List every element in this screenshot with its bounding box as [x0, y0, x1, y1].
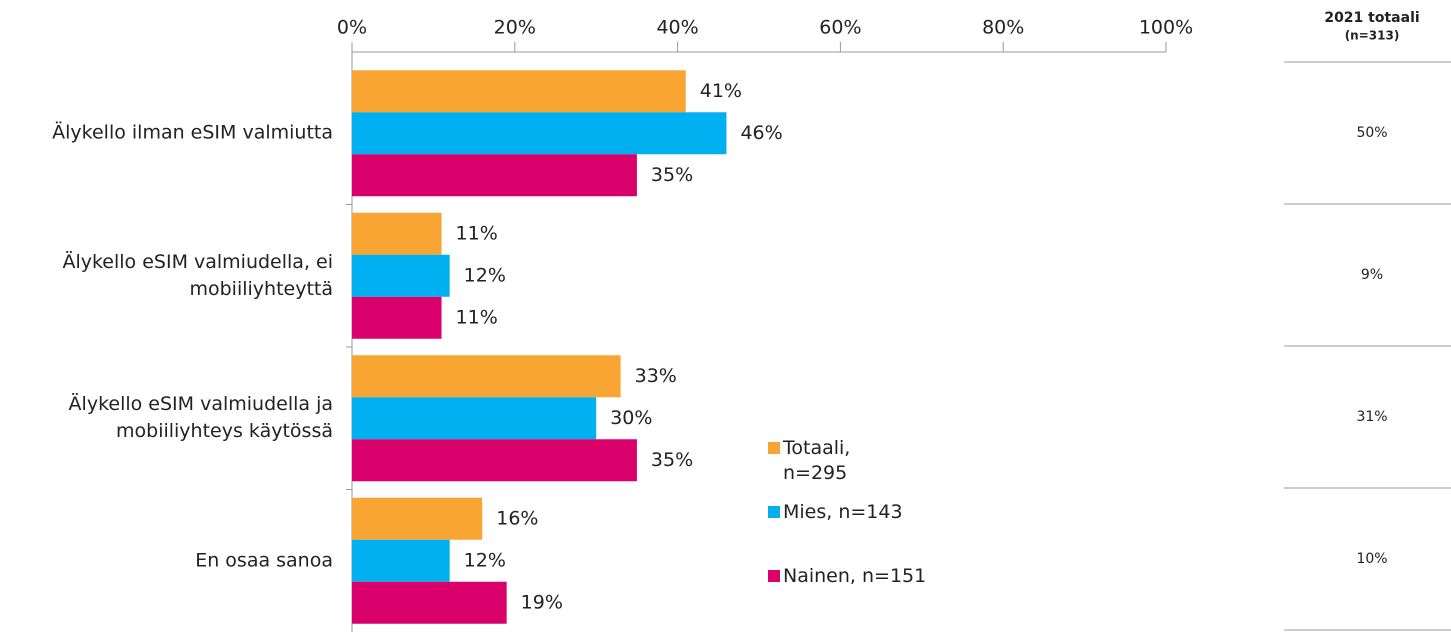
- category-label: Älykello eSIM valmiudella ja mobiiliyhte…: [68, 393, 333, 443]
- bar: [352, 397, 597, 440]
- data-label: 12%: [464, 549, 506, 571]
- data-label: 11%: [456, 222, 498, 244]
- table-subtitle: (n=313): [1345, 29, 1400, 43]
- table-value: 9%: [1361, 267, 1383, 283]
- legend-label: Nainen, n=151: [783, 565, 927, 587]
- data-label: 33%: [635, 365, 677, 387]
- bar: [352, 539, 450, 582]
- bar: [352, 439, 637, 482]
- bar: [352, 355, 621, 398]
- x-tick-label: 0%: [337, 17, 367, 39]
- x-tick-label: 20%: [494, 17, 536, 39]
- data-label: 16%: [496, 507, 538, 529]
- x-tick-label: 40%: [656, 17, 698, 39]
- table-value: 10%: [1356, 551, 1387, 567]
- legend-swatch: [768, 506, 780, 518]
- table-value: 50%: [1356, 125, 1387, 141]
- legend-swatch: [768, 570, 780, 582]
- data-label: 11%: [456, 306, 498, 328]
- bar: [352, 296, 442, 339]
- data-label: 12%: [464, 264, 506, 286]
- x-tick-label: 60%: [819, 17, 861, 39]
- data-label: 30%: [610, 407, 652, 429]
- data-label: 19%: [521, 591, 563, 613]
- table-value: 31%: [1356, 409, 1387, 425]
- category-label: Älykello ilman eSIM valmiutta: [52, 121, 333, 144]
- bar: [352, 497, 483, 540]
- data-label: 41%: [700, 80, 742, 102]
- bar: [352, 70, 686, 113]
- data-label: 46%: [740, 122, 782, 144]
- bar: [352, 154, 637, 197]
- category-label: Älykello eSIM valmiudella, ei mobiiliyht…: [62, 250, 333, 300]
- legend-label: Mies, n=143: [783, 501, 903, 523]
- bar: [352, 112, 727, 155]
- category-label: En osaa sanoa: [195, 549, 333, 572]
- x-tick-label: 100%: [1139, 17, 1193, 39]
- legend-swatch: [768, 442, 780, 454]
- x-tick-label: 80%: [982, 17, 1024, 39]
- bar: [352, 254, 450, 297]
- data-label: 35%: [651, 449, 693, 471]
- legend-label: Totaali, n=295: [783, 437, 851, 484]
- bar: [352, 212, 442, 255]
- table-title: 2021 totaali: [1324, 10, 1419, 26]
- data-label: 35%: [651, 164, 693, 186]
- bar: [352, 581, 507, 624]
